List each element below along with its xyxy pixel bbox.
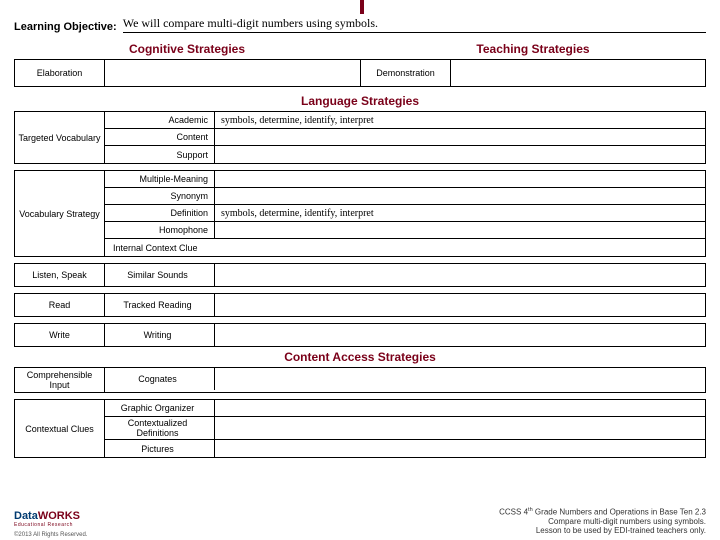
listen-speak-group: Listen, Speak Similar Sounds <box>14 263 706 287</box>
write-sub: Writing <box>105 324 215 346</box>
teaching-col: Teaching Strategies Demonstration <box>360 39 706 87</box>
comp-input-group: Comprehensible Input Cognates <box>14 367 706 393</box>
logo-part1: Data <box>14 510 38 522</box>
tv-val-2 <box>215 146 705 163</box>
teaching-row-value <box>451 60 705 86</box>
cognitive-box: Elaboration <box>14 59 360 87</box>
write-label: Write <box>15 324 105 346</box>
vs-val-0 <box>215 171 705 187</box>
comp-input-label: Comprehensible Input <box>15 368 105 392</box>
language-table: Targeted Vocabulary Academicsymbols, det… <box>14 111 706 347</box>
learning-objective-value: We will compare multi-digit numbers usin… <box>123 16 706 33</box>
ci-val-0 <box>215 368 705 390</box>
write-val <box>215 324 705 346</box>
vs-sub-3: Homophone <box>105 222 215 238</box>
logo-sub: Educational Research <box>14 522 80 528</box>
logo: DataWORKS Educational Research <box>14 510 80 528</box>
cognitive-heading: Cognitive Strategies <box>14 39 360 59</box>
tv-sub-2: Support <box>105 146 215 163</box>
cc-sub-2: Pictures <box>105 440 215 457</box>
footer-line1: CCSS 4th Grade Numbers and Operations in… <box>499 507 706 517</box>
cognitive-row-label: Elaboration <box>15 60 105 86</box>
cc-sub-1: Contextualized Definitions <box>105 417 215 439</box>
content-access-heading: Content Access Strategies <box>14 347 706 367</box>
cognitive-col: Cognitive Strategies Elaboration <box>14 39 360 87</box>
logo-part2: WORKS <box>38 510 80 522</box>
teaching-heading: Teaching Strategies <box>360 39 706 59</box>
content-access-table: Comprehensible Input Cognates Contextual… <box>14 367 706 458</box>
ci-sub-0: Cognates <box>105 368 215 390</box>
contextual-group: Contextual Clues Graphic Organizer Conte… <box>14 399 706 458</box>
tv-sub-0: Academic <box>105 112 215 128</box>
tv-val-0: symbols, determine, identify, interpret <box>215 112 705 128</box>
page-top-mark <box>360 0 364 14</box>
read-group: Read Tracked Reading <box>14 293 706 317</box>
targeted-vocab-group: Targeted Vocabulary Academicsymbols, det… <box>14 111 706 164</box>
top-strategies-row: Cognitive Strategies Elaboration Teachin… <box>14 39 706 87</box>
contextual-label: Contextual Clues <box>15 400 105 457</box>
vocab-strategy-group: Vocabulary Strategy Multiple-Meaning Syn… <box>14 170 706 257</box>
write-group: Write Writing <box>14 323 706 347</box>
teaching-box: Demonstration <box>360 59 706 87</box>
vs-sub-1: Synonym <box>105 188 215 204</box>
cc-val-2 <box>215 440 705 457</box>
learning-objective-row: Learning Objective: We will compare mult… <box>14 16 706 33</box>
ls-sub: Similar Sounds <box>105 264 215 286</box>
tv-sub-1: Content <box>105 129 215 145</box>
vs-val-2: symbols, determine, identify, interpret <box>215 205 705 221</box>
vs-sub-2: Definition <box>105 205 215 221</box>
cognitive-row-value <box>105 60 360 86</box>
vs-val-4 <box>305 239 705 256</box>
footer-line3: Lesson to be used by EDI-trained teacher… <box>499 526 706 536</box>
ls-val <box>215 264 705 286</box>
read-sub: Tracked Reading <box>105 294 215 316</box>
language-heading: Language Strategies <box>14 91 706 111</box>
vocab-strategy-label: Vocabulary Strategy <box>15 171 105 256</box>
footer: CCSS 4th Grade Numbers and Operations in… <box>499 507 706 536</box>
cc-val-1 <box>215 417 705 439</box>
vs-sub-4: Internal Context Clue <box>105 239 305 256</box>
cc-val-0 <box>215 400 705 416</box>
listen-speak-label: Listen, Speak <box>15 264 105 286</box>
footer-line2: Compare multi-digit numbers using symbol… <box>499 517 706 527</box>
read-val <box>215 294 705 316</box>
read-label: Read <box>15 294 105 316</box>
targeted-vocab-label: Targeted Vocabulary <box>15 112 105 163</box>
learning-objective-label: Learning Objective: <box>14 21 117 33</box>
cc-sub-0: Graphic Organizer <box>105 400 215 416</box>
vs-val-1 <box>215 188 705 204</box>
vs-val-3 <box>215 222 705 238</box>
vs-sub-0: Multiple-Meaning <box>105 171 215 187</box>
copyright: ©2013 All Rights Reserved. <box>14 532 87 538</box>
tv-val-1 <box>215 129 705 145</box>
teaching-row-label: Demonstration <box>361 60 451 86</box>
